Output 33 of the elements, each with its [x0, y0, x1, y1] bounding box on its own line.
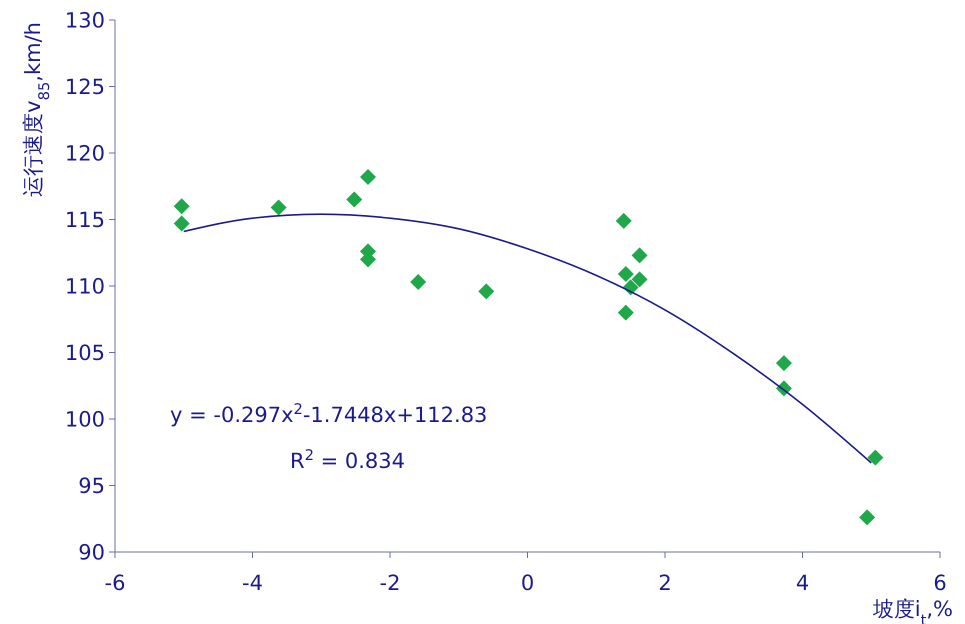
annotation: R$^{2}$ = 0.834	[290, 446, 406, 473]
x-tick-label: 2	[658, 571, 672, 595]
point	[174, 198, 190, 214]
y-tick-label: 120	[64, 141, 105, 166]
x-tick-label: -4	[242, 571, 263, 595]
x-tick-label: 6	[933, 571, 947, 595]
point	[632, 271, 648, 288]
point	[478, 283, 494, 300]
y-tick-label: 125	[64, 74, 105, 99]
point	[867, 450, 884, 466]
point	[618, 304, 634, 321]
point	[776, 355, 792, 372]
y-tick-label: 105	[64, 340, 105, 365]
y-tick-label: 110	[64, 274, 105, 298]
point	[346, 192, 362, 208]
point	[859, 509, 876, 526]
y-tick-label: 90	[78, 540, 105, 564]
point	[174, 215, 190, 232]
x-tick-label: 0	[520, 571, 534, 595]
point	[618, 266, 634, 282]
point	[410, 274, 426, 290]
x-tick-label: -2	[380, 571, 400, 595]
point	[616, 212, 632, 229]
point	[632, 247, 648, 264]
x-tick-label: -6	[104, 571, 126, 595]
y-tick-label: 115	[64, 208, 105, 232]
y-tick-label: 100	[64, 407, 105, 432]
point	[270, 200, 287, 216]
y-tick-label: 130	[64, 8, 105, 32]
annotation: y = -0.297x$^{2}$-1.7448x+112.83	[170, 400, 488, 427]
y-tick-label: 95	[78, 474, 105, 498]
x-tick-label: 4	[796, 571, 810, 595]
point	[360, 168, 376, 185]
